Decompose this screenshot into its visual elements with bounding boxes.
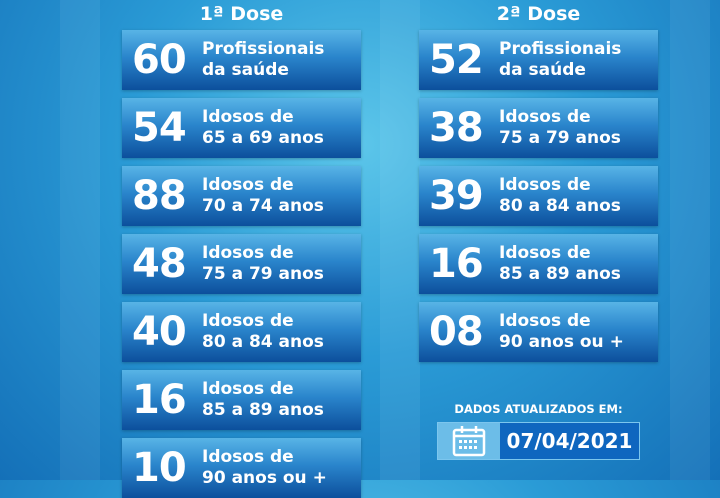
- stat-card: 16 Idosos de 85 a 89 anos: [122, 370, 361, 430]
- stat-label-line2: 80 a 84 anos: [499, 196, 621, 216]
- stat-label-line1: Idosos de: [202, 175, 294, 195]
- stat-label-line2: 90 anos ou +: [202, 468, 327, 488]
- stat-card: 16 Idosos de 85 a 89 anos: [419, 234, 658, 294]
- stat-value: 16: [429, 241, 484, 287]
- stat-label: Idosos de 85 a 89 anos: [202, 379, 324, 421]
- stat-card: 38 Idosos de 75 a 79 anos: [419, 98, 658, 158]
- stat-label-line2: 80 a 84 anos: [202, 332, 324, 352]
- stat-card: 10 Idosos de 90 anos ou +: [122, 438, 361, 498]
- stat-label-line1: Profissionais: [202, 39, 325, 59]
- stat-card: 40 Idosos de 80 a 84 anos: [122, 302, 361, 362]
- stat-label-line2: 70 a 74 anos: [202, 196, 324, 216]
- stat-value: 48: [132, 241, 187, 287]
- stat-label-line2: 75 a 79 anos: [202, 264, 324, 284]
- stat-label: Idosos de 85 a 89 anos: [499, 243, 621, 285]
- stat-card: 08 Idosos de 90 anos ou +: [419, 302, 658, 362]
- stat-card: 39 Idosos de 80 a 84 anos: [419, 166, 658, 226]
- background-decoration: [60, 0, 100, 480]
- stat-card: 60 Profissionais da saúde: [122, 30, 361, 90]
- stat-value: 08: [429, 309, 484, 355]
- update-info: DADOS ATUALIZADOS EM: 07/04/2021: [437, 402, 640, 460]
- stat-value: 88: [132, 173, 187, 219]
- stat-value: 60: [132, 37, 187, 83]
- stat-label: Idosos de 90 anos ou +: [202, 447, 327, 489]
- stat-label-line1: Idosos de: [202, 311, 294, 331]
- dose1-title: 1ª Dose: [199, 3, 284, 25]
- stat-label-line2: 90 anos ou +: [499, 332, 624, 352]
- stat-value: 52: [429, 37, 484, 83]
- background-decoration: [670, 0, 710, 480]
- stat-label-line1: Profissionais: [499, 39, 622, 59]
- stat-label-line2: 75 a 79 anos: [499, 128, 621, 148]
- stat-value: 54: [132, 105, 187, 151]
- stat-label-line1: Idosos de: [202, 447, 294, 467]
- stat-card: 88 Idosos de 70 a 74 anos: [122, 166, 361, 226]
- calendar-icon: [438, 423, 500, 459]
- stat-label-line2: da saúde: [499, 60, 586, 80]
- stat-label: Profissionais da saúde: [202, 39, 324, 81]
- stat-card: 48 Idosos de 75 a 79 anos: [122, 234, 361, 294]
- stat-value: 39: [429, 173, 484, 219]
- stat-value: 38: [429, 105, 484, 151]
- stat-label-line1: Idosos de: [202, 107, 294, 127]
- stat-label-line1: Idosos de: [499, 175, 591, 195]
- stat-label-line2: da saúde: [202, 60, 289, 80]
- stat-card: 54 Idosos de 65 a 69 anos: [122, 98, 361, 158]
- stat-label: Idosos de 75 a 79 anos: [499, 107, 621, 149]
- stat-label-line1: Idosos de: [499, 311, 591, 331]
- updated-label: DADOS ATUALIZADOS EM:: [454, 402, 623, 416]
- stat-label: Idosos de 75 a 79 anos: [202, 243, 324, 285]
- stat-label-line2: 85 a 89 anos: [202, 400, 324, 420]
- stat-label-line1: Idosos de: [202, 379, 294, 399]
- dose2-title: 2ª Dose: [496, 3, 581, 25]
- stat-label: Idosos de 90 anos ou +: [499, 311, 624, 353]
- stat-label-line1: Idosos de: [499, 243, 591, 263]
- stat-label: Idosos de 65 a 69 anos: [202, 107, 324, 149]
- stat-label: Idosos de 70 a 74 anos: [202, 175, 324, 217]
- stat-label: Profissionais da saúde: [499, 39, 621, 81]
- stat-value: 16: [132, 377, 187, 423]
- date-box: 07/04/2021: [437, 422, 640, 460]
- stat-label-line2: 65 a 69 anos: [202, 128, 324, 148]
- update-date: 07/04/2021: [500, 423, 639, 459]
- stat-value: 40: [132, 309, 187, 355]
- background-decoration: [380, 0, 420, 480]
- stat-label-line1: Idosos de: [499, 107, 591, 127]
- stat-label-line1: Idosos de: [202, 243, 294, 263]
- stat-card: 52 Profissionais da saúde: [419, 30, 658, 90]
- stat-label: Idosos de 80 a 84 anos: [202, 311, 324, 353]
- stat-label: Idosos de 80 a 84 anos: [499, 175, 621, 217]
- stat-label-line2: 85 a 89 anos: [499, 264, 621, 284]
- stat-value: 10: [132, 445, 187, 491]
